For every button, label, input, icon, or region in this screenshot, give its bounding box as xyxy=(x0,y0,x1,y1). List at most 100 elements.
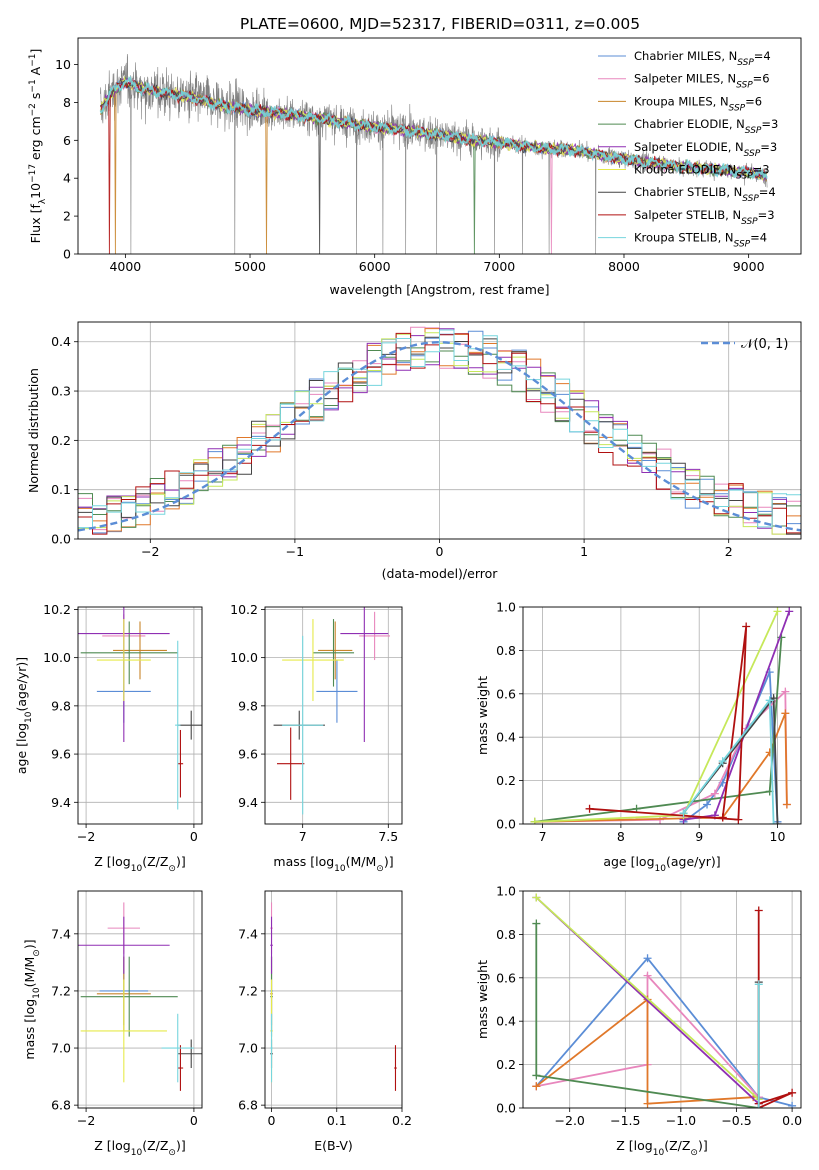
x-tick-label: 9000 xyxy=(733,259,765,274)
x-tick-label: 0 xyxy=(436,544,444,559)
plot-area xyxy=(78,607,202,824)
weight-marker xyxy=(765,696,774,705)
normal-curve xyxy=(78,340,801,532)
axes-weight_vs_age: 7 8 9 10 0.0 0.2 0.4 0.6 0.8 1.0 age [log10(age/yr… xyxy=(475,600,802,874)
weight-marker xyxy=(703,800,712,809)
y-tick-label: 7.0 xyxy=(51,1041,71,1056)
y-tick-label: 10.2 xyxy=(43,602,71,617)
x-tick-label: 5000 xyxy=(234,259,266,274)
weight-line-kroupa_stelib xyxy=(682,697,775,824)
x-axis-label: E(B-V) xyxy=(314,1138,353,1153)
y-tick-label: 0.0 xyxy=(496,1101,516,1116)
weight-marker xyxy=(781,709,790,718)
axes-mass_vs_EBV: 0 0.1 0.2 6.8 7.0 7.2 7.4 E(B-V) xyxy=(238,890,412,1153)
y-tick-label: 9.6 xyxy=(238,747,258,762)
legend-entry: Kroupa ELODIE, NSSP=3 xyxy=(634,163,770,182)
y-tick-label: 0.8 xyxy=(496,927,516,942)
x-tick-label: −1 xyxy=(286,544,304,559)
x-tick-label: −1.0 xyxy=(666,1113,696,1128)
weight-marker xyxy=(585,804,594,813)
y-tick-label: 0.0 xyxy=(496,817,516,832)
legend-entry: Chabrier STELIB, NSSP=4 xyxy=(634,185,776,204)
plot-area xyxy=(523,607,801,824)
x-tick-label: 0.1 xyxy=(327,1113,347,1128)
plot-area xyxy=(78,322,801,539)
y-tick-label: 7.0 xyxy=(238,1041,258,1056)
weight-marker xyxy=(782,800,791,809)
weight-line-salpeter_stelib xyxy=(757,910,793,1108)
y-tick-label: 0.4 xyxy=(496,1014,516,1029)
y-tick-label: 7.2 xyxy=(238,983,258,998)
weight-marker xyxy=(785,607,794,616)
y-tick-label: 10.0 xyxy=(43,650,71,665)
x-tick-label: 0.0 xyxy=(782,1113,802,1128)
weight-marker xyxy=(788,1101,797,1108)
weight-marker xyxy=(532,893,541,902)
axes-weight_vs_Z: −2.0 −1.5 −1.0 −0.5 0.0 0.0 0.2 0.4 0.6 0.8 1.0 Z [… xyxy=(475,884,802,1159)
x-tick-label: −2 xyxy=(77,1113,95,1128)
y-axis-label: Flux [fλ10−17 erg cm−2 s−1 A−1] xyxy=(28,49,48,244)
x-tick-label: −0.5 xyxy=(721,1113,751,1128)
legend-entry: Kroupa STELIB, NSSP=4 xyxy=(634,231,767,250)
figure-title: PLATE=0600, MJD=52317, FIBERID=0311, z=0… xyxy=(240,15,640,33)
weight-marker xyxy=(530,817,539,824)
x-tick-label: 1 xyxy=(580,544,588,559)
y-tick-label: 8 xyxy=(63,95,71,110)
legend-entry: 𝒩(0, 1) xyxy=(741,337,788,352)
x-tick-label: −2.0 xyxy=(555,1113,585,1128)
weight-line-salpeter_stelib xyxy=(589,626,748,821)
y-tick-label: 0.1 xyxy=(51,482,71,497)
legend-entry: Kroupa MILES, NSSP=6 xyxy=(634,94,762,113)
y-tick-label: 2 xyxy=(63,209,71,224)
weight-line-lime xyxy=(534,610,779,823)
x-tick-label: 0 xyxy=(190,1113,198,1128)
plot-area xyxy=(99,53,768,254)
legend-entry: Salpeter MILES, NSSP=6 xyxy=(634,72,770,91)
plot-area xyxy=(523,891,801,1108)
y-tick-label: 1.0 xyxy=(496,884,516,899)
x-tick-label: 10 xyxy=(770,829,786,844)
axes-spectrum: 4000 5000 6000 7000 8000 9000 0 2 4 6 8 10 wavelengt… xyxy=(28,37,802,297)
model-line-kroupa_stelib xyxy=(99,75,768,181)
plot-area xyxy=(78,891,202,1108)
y-tick-label: 10.0 xyxy=(230,650,258,665)
y-tick-label: 0.0 xyxy=(51,532,71,547)
legend-entry: Salpeter STELIB, NSSP=3 xyxy=(634,208,775,227)
x-tick-label: −1.5 xyxy=(610,1113,640,1128)
weight-marker xyxy=(679,809,688,818)
x-tick-label: 4000 xyxy=(109,259,141,274)
weight-marker xyxy=(643,954,652,963)
axes-frame xyxy=(264,606,403,825)
axes-frame xyxy=(77,606,203,825)
y-tick-label: 0.8 xyxy=(496,643,516,658)
x-axis-label: Z [log10(Z/Z⊙)] xyxy=(616,1138,707,1158)
axes-mass_vs_Z: −2 0 6.8 7.0 7.2 7.4 Z [log10(Z/Z⊙)] mass [log1… xyxy=(22,890,203,1158)
x-tick-label: 0.2 xyxy=(392,1113,412,1128)
y-axis-label: Normed distribution xyxy=(26,368,41,493)
y-tick-label: 0.6 xyxy=(496,970,516,985)
axes-frame xyxy=(77,321,802,540)
weight-marker xyxy=(773,607,782,616)
y-tick-label: 9.4 xyxy=(51,795,71,810)
weight-line-salpeter_miles xyxy=(534,689,788,823)
y-tick-label: 0.2 xyxy=(51,433,71,448)
y-tick-label: 0 xyxy=(63,247,71,262)
weight-marker xyxy=(718,813,727,822)
y-tick-label: 10.2 xyxy=(230,602,258,617)
x-tick-label: 7 xyxy=(539,829,547,844)
y-tick-label: 7.4 xyxy=(238,926,258,941)
x-tick-label: 8000 xyxy=(608,259,640,274)
y-tick-label: 0.4 xyxy=(51,334,71,349)
x-tick-label: 8 xyxy=(617,829,625,844)
weight-marker xyxy=(710,789,719,798)
y-tick-label: 4 xyxy=(63,171,71,186)
weight-marker xyxy=(718,757,727,766)
legend: Chabrier MILES, NSSP=4 Salpeter MILES, NS… xyxy=(598,49,778,250)
y-tick-label: 9.6 xyxy=(51,747,71,762)
y-tick-label: 0.6 xyxy=(496,686,516,701)
y-tick-label: 1.0 xyxy=(496,600,516,615)
weight-marker xyxy=(781,687,790,696)
x-axis-label: mass [log10(M/M⊙)] xyxy=(273,854,393,874)
x-tick-label: −2 xyxy=(77,829,95,844)
x-axis-label: age [log10(age/yr)] xyxy=(603,854,720,874)
